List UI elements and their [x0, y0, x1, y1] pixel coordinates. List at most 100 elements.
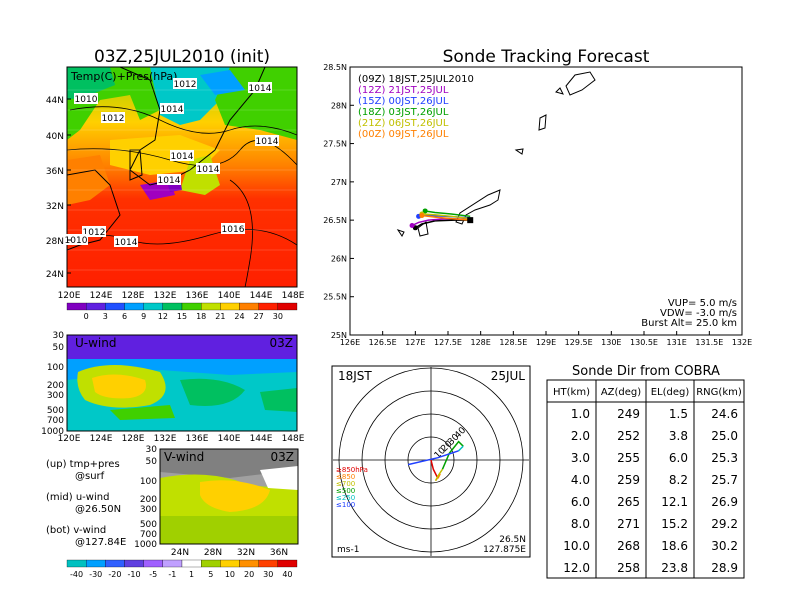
track-lon-tick: 130.5E [630, 338, 658, 347]
table-cell: 3.0 [571, 451, 590, 465]
table-cell: 1.5 [669, 407, 688, 421]
track-line [421, 214, 471, 221]
v-wind-field [160, 449, 298, 544]
track-title: Sonde Tracking Forecast [443, 47, 650, 67]
wind-colorbar-swatch [105, 559, 125, 568]
v-pressure-tick: 100 [140, 477, 157, 487]
track-line [421, 213, 471, 220]
v-lat-tick: 32N [237, 548, 255, 558]
isobar-label-box [170, 150, 194, 161]
track-lon-tick: 131E [667, 338, 687, 347]
temp-colorbar-tick: 18 [196, 312, 206, 321]
wind-colorbar-swatch [143, 559, 163, 568]
table-header-cell: EL(deg) [651, 387, 690, 398]
table-cell: 259 [617, 473, 640, 487]
track-lat-tick: 26N [331, 254, 347, 263]
table-cell: 252 [617, 429, 640, 443]
wind-colorbar-swatch [86, 559, 106, 568]
map-lat-tick: 44N [46, 96, 64, 106]
table-cell: 258 [617, 561, 640, 575]
table-cell: 268 [617, 539, 640, 553]
table-cell: 10.0 [563, 539, 590, 553]
track-lon-tick: 132E [732, 338, 752, 347]
isobar-label: 1014 [115, 238, 138, 248]
legend-note-line1: (bot) v-wind [46, 525, 106, 536]
temp-colorbar-swatch [201, 302, 221, 311]
u-pressure-tick: 50 [53, 343, 65, 353]
temp-colorbar-tick: 15 [177, 312, 187, 321]
hodograph-segment [441, 440, 464, 470]
isobar-label-box [114, 236, 138, 247]
polar-legend-entry: ≤100 [336, 501, 355, 509]
map-lat-tick: 24N [46, 270, 64, 280]
u-pressure-tick: 30 [53, 331, 65, 341]
u-lon-tick: 124E [90, 434, 113, 444]
isobar-label: 1010 [75, 95, 98, 105]
map-lon-tick: 148E [282, 291, 305, 301]
temp-colorbar-swatch [258, 302, 278, 311]
track-param: VDW= -3.0 m/s [660, 308, 737, 319]
table-cell: 6.0 [669, 451, 688, 465]
wind-colorbar-swatch [277, 559, 298, 568]
isobar-label: 1014 [256, 137, 279, 147]
u-pressure-tick: 500 [47, 406, 64, 416]
u-pressure-tick: 200 [47, 381, 64, 391]
u-lon-tick: 140E [218, 434, 241, 444]
table-cell: 249 [617, 407, 640, 421]
wind-colorbar-swatch [162, 559, 183, 568]
track-lat-tick: 28N [331, 101, 347, 110]
temp-colorbar-swatch [239, 302, 259, 311]
u-pressure-tick: 700 [47, 416, 64, 426]
legend-note-line2: @127.84E [75, 537, 126, 548]
v-pressure-tick: 1000 [134, 540, 157, 550]
v-pressure-tick: 30 [146, 445, 158, 455]
wind-colorbar-tick: -5 [149, 570, 157, 579]
hodograph [407, 440, 464, 482]
track-lon-tick: 131.5E [695, 338, 723, 347]
v-wind-time: 03Z [271, 450, 295, 464]
polar-legend-entry: ≥850hPa [336, 466, 368, 474]
polar-legend-entry: ≤700 [336, 480, 355, 488]
hodograph-segment [407, 450, 459, 466]
table-cell: 8.0 [571, 517, 590, 531]
isobar-label-box [160, 103, 184, 114]
temp-colorbar-swatch [143, 302, 163, 311]
track-param: Burst Alt= 25.0 km [641, 318, 737, 329]
u-lon-ticks: 120E 124E 128E 132E 136E 140E 144E 148E [58, 434, 305, 444]
map-lat-tick: 36N [46, 167, 64, 177]
temp-colorbar-swatch [220, 302, 240, 311]
table-cell: 25.3 [711, 451, 738, 465]
v-wind-frame [159, 448, 299, 545]
isobar-label-box [196, 163, 220, 174]
track-lon-ticks: 126E 126.5E 127E 127.5E 128E 128.5E 129E 129.5E… [340, 331, 752, 347]
temp-colorbar-swatch [86, 302, 106, 311]
track-lon-tick: 129.5E [565, 338, 593, 347]
hodograph-segment [458, 445, 464, 452]
temp-colorbar-tick: 27 [254, 312, 264, 321]
temp-colorbar-swatch [162, 302, 183, 311]
track-lon-tick: 127E [405, 338, 425, 347]
polar-legend: ≥850hPa≤850≤700≤500≤250≤100 [336, 466, 368, 509]
isobar-label-box [82, 226, 106, 237]
track-lon-tick: 129E [536, 338, 556, 347]
cobra-site-marker [467, 217, 474, 224]
v-lat-tick: 28N [204, 548, 222, 558]
track-lon-tick: 128.5E [499, 338, 527, 347]
polar-legend-entry: ≤500 [336, 487, 355, 495]
map-lat-ticks: 44N 40N 36N 32N 28N 24N [46, 96, 71, 280]
isobar-label: 1014 [161, 105, 184, 115]
sonde-tracks [409, 208, 474, 231]
isobar-label: 1014 [197, 165, 220, 175]
polar-date-label: 25JUL [491, 369, 526, 383]
sonde-table: HT(km) AZ(deg) EL(deg) RNG(km) 1.0 249 1.5 24.6… [546, 379, 745, 579]
v-pressure-tick: 50 [146, 457, 158, 467]
table-cell: 265 [617, 495, 640, 509]
table-cell: 29.2 [711, 517, 738, 531]
v-lat-tick: 36N [270, 548, 288, 558]
track-lon-tick: 130E [601, 338, 621, 347]
wind-colorbar-swatch [201, 559, 221, 568]
polar-grid [333, 367, 529, 556]
